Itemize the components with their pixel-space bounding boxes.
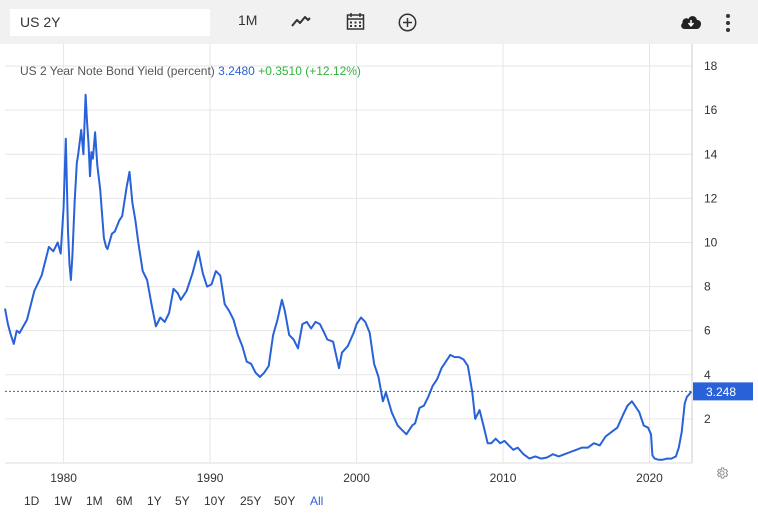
range-50y-button[interactable]: 50Y [274, 494, 296, 508]
toolbar: US 2Y 1M [0, 0, 758, 44]
calendar-icon[interactable] [346, 12, 365, 31]
cloud-download-icon[interactable] [680, 14, 702, 30]
x-tick-label: 2010 [490, 471, 517, 485]
x-tick-label: 2000 [343, 471, 370, 485]
symbol-search-input[interactable]: US 2Y [10, 9, 210, 36]
y-tick-label: 4 [704, 368, 711, 382]
y-tick-label: 18 [704, 59, 718, 73]
series-name: US 2 Year Note Bond Yield (percent) [20, 64, 215, 78]
range-all-button[interactable]: All [310, 494, 324, 508]
y-tick-label: 2 [704, 412, 711, 426]
y-tick-label: 8 [704, 280, 711, 294]
y-tick-label: 12 [704, 191, 718, 205]
last-value: 3.2480 [218, 64, 255, 78]
tick-labels: 2 4 6 8 10 12 14 16 18 1980 1990 2000 2010 2020 3.248 [5, 59, 753, 485]
range-5y-button[interactable]: 5Y [175, 494, 190, 508]
range-25y-button[interactable]: 25Y [240, 494, 262, 508]
range-10y-button[interactable]: 10Y [204, 494, 226, 508]
grid-lines [5, 44, 692, 463]
x-tick-label: 2020 [636, 471, 663, 485]
range-1w-button[interactable]: 1W [54, 494, 72, 508]
chart-legend: US 2 Year Note Bond Yield (percent) 3.24… [20, 64, 361, 78]
axes [5, 44, 693, 464]
range-1d-button[interactable]: 1D [24, 494, 40, 508]
change-value: +0.3510 (+12.12%) [258, 64, 361, 78]
y-tick-label: 14 [704, 147, 718, 161]
y-tick-label: 10 [704, 235, 718, 249]
more-vertical-icon[interactable] [725, 13, 731, 33]
line-chart-icon[interactable] [291, 14, 311, 28]
chart-area[interactable]: 2 4 6 8 10 12 14 16 18 1980 1990 2000 2010 2020 3.248 [0, 44, 758, 486]
range-1m-button[interactable]: 1M [86, 494, 103, 508]
y-tick-label: 16 [704, 103, 718, 117]
interval-button[interactable]: 1M [238, 12, 258, 28]
x-tick-label: 1990 [197, 471, 224, 485]
gear-icon[interactable] [715, 466, 729, 480]
range-1y-button[interactable]: 1Y [147, 494, 162, 508]
last-value-badge [693, 382, 753, 401]
plus-circle-icon[interactable] [398, 13, 417, 32]
y-tick-label: 6 [704, 324, 711, 338]
last-value-badge-label: 3.248 [706, 385, 736, 399]
series-line-us-2y-yield [4, 93, 693, 461]
x-tick-label: 1980 [50, 471, 77, 485]
range-6m-button[interactable]: 6M [116, 494, 133, 508]
